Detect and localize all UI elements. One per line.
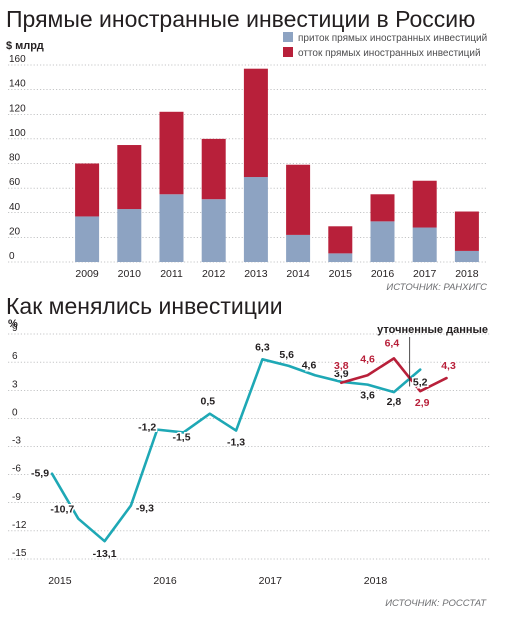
bar-chart-y-tick-label: 120 [9,103,26,114]
line-chart-y-tick-label: 9 [12,323,18,334]
line-original-data-label: 6,3 [255,341,270,353]
bar-chart-x-tick-label: 2011 [160,268,183,280]
bar-2010-inflow [117,209,142,262]
bar-chart-y-tick-label: 20 [9,226,21,237]
line-original-data-label: -1,3 [227,437,245,449]
line-chart-investment-change: Как менялись инвестиции % 9630-3-6-9-12-… [6,293,490,609]
bar-chart-y-tick-label: 100 [9,128,26,139]
line-original-data-label: -10,7 [50,504,74,516]
line-original-data-label: 3,6 [360,390,375,402]
line-revised-data-label: 4,6 [360,353,375,365]
line-chart-y-tick-label: -6 [12,464,21,475]
line-chart-x-ticks: 2015 2016 2017 2018 [48,575,387,587]
line-chart-title: Как менялись инвестиции [6,293,283,319]
line-chart-y-tick-label: -9 [12,492,21,503]
line-original-data-label: -1,2 [138,422,156,434]
bar-chart-x-tick-label: 2014 [286,268,310,280]
line-chart-x-tick-label: 2018 [364,575,388,587]
bar-2012-outflow [201,138,226,200]
line-chart-y-tick-label: -15 [12,548,27,559]
line-original-data-label: 5,2 [413,377,428,389]
bar-2013-outflow [243,68,268,178]
bar-chart-y-tick-label: 160 [9,54,26,65]
bar-chart-source: ИСТОЧНИК: РАНХИГС [386,282,487,293]
bar-2014-inflow [286,234,311,262]
bar-chart-x-tick-label: 2016 [371,268,395,280]
legend-label-inflow: приток прямых иностранных инвестиций [298,33,487,44]
bar-chart-x-tick-label: 2009 [75,268,99,280]
bar-chart-title: Прямые иностранные инвестиции в Россию [6,6,475,32]
bar-2016-inflow [370,221,395,262]
line-original-data-label: 2,8 [387,396,402,408]
line-original-data-label: 4,6 [302,359,317,371]
bar-chart-x-tick-label: 2012 [202,268,226,280]
bar-chart-x-tick-label: 2017 [413,268,437,280]
line-chart-data-labels: -5,9 -10,7 -13,1 -9,3 -1,2 -1,5 0,5 -1,3 6,3 5,6 4… [29,336,457,562]
line-revised-data-label: 4,3 [441,360,456,372]
line-chart-y-tick-label: -3 [12,436,21,447]
bar-chart-y-ticks: 0 20 40 60 80 100 120 140 160 [9,54,26,262]
legend-swatch-outflow [283,47,293,57]
line-revised-data-label: 2,9 [415,397,430,409]
line-original-data-label: 3,9 [334,368,349,380]
bar-2017-inflow [412,227,437,262]
bar-chart-y-tick-label: 140 [9,79,26,90]
revised-data-annotation: уточненные данные [377,324,488,336]
legend-swatch-inflow [283,32,293,42]
bar-chart-y-tick-label: 80 [9,153,21,164]
line-chart-x-tick-label: 2016 [153,575,177,587]
bar-chart-y-axis-label: $ млрд [6,40,44,52]
line-revised-data-label: 6,4 [385,337,400,349]
line-chart-y-ticks: 9 6 3 0 -3 -6 -9 -12 -15 [12,323,27,559]
line-chart-series [50,357,448,543]
line-series-original [50,358,422,543]
bar-2011-inflow [159,194,184,262]
bar-2016-outflow [370,194,395,222]
bar-2018-inflow [454,250,479,262]
bar-chart-legend: приток прямых иностранных инвестиций отто… [283,32,487,59]
bar-2012-inflow [201,199,226,262]
legend-label-outflow: отток прямых иностранных инвестиций [298,48,481,59]
bar-2013-inflow [243,177,268,262]
bar-chart-y-tick-label: 0 [9,251,15,262]
line-chart-y-tick-label: 6 [12,351,18,362]
bar-2015-outflow [328,226,353,254]
line-chart-source: ИСТОЧНИК: РОССТАТ [385,598,487,609]
line-original-data-label: -13,1 [93,548,117,560]
bar-chart-bars [75,68,479,262]
line-original-data-label: 5,6 [279,349,294,361]
line-original-data-label: -1,5 [172,431,190,443]
bar-chart-x-tick-label: 2010 [118,268,142,280]
bar-chart-y-tick-label: 60 [9,177,21,188]
line-original-data-label: 0,5 [200,396,215,408]
bar-2011-outflow [159,111,184,195]
line-chart-gridlines [8,333,490,560]
bar-2014-outflow [286,164,311,235]
line-series-revised [339,357,448,393]
line-revised-data-label: 3,8 [334,360,349,372]
bar-chart-x-tick-label: 2013 [244,268,268,280]
bar-2009-inflow [75,216,100,262]
line-original-data-label: -5,9 [31,468,49,480]
bar-2018-outflow [454,211,479,251]
line-chart-x-tick-label: 2017 [259,575,283,587]
line-chart-y-axis-label: % [8,318,18,330]
line-chart-x-tick-label: 2015 [48,575,72,587]
bar-2010-outflow [117,145,142,210]
line-chart-y-tick-label: 0 [12,407,18,418]
bar-chart-x-tick-label: 2015 [329,268,353,280]
bar-2015-inflow [328,253,353,262]
bar-chart-y-tick-label: 40 [9,202,21,213]
bar-2017-outflow [412,180,437,228]
line-chart-y-tick-label: -12 [12,520,27,531]
line-original-data-label: -9,3 [136,503,154,515]
bar-chart-x-tick-label: 2018 [455,268,479,280]
bar-chart-fdi: Прямые иностранные инвестиции в Россию $… [6,6,488,293]
bar-2009-outflow [75,163,100,217]
line-chart-y-tick-label: 3 [12,379,18,390]
bar-chart-x-ticks: 2009 2010 2011 2012 2013 2014 2015 2016 2017 2018 [75,268,478,280]
